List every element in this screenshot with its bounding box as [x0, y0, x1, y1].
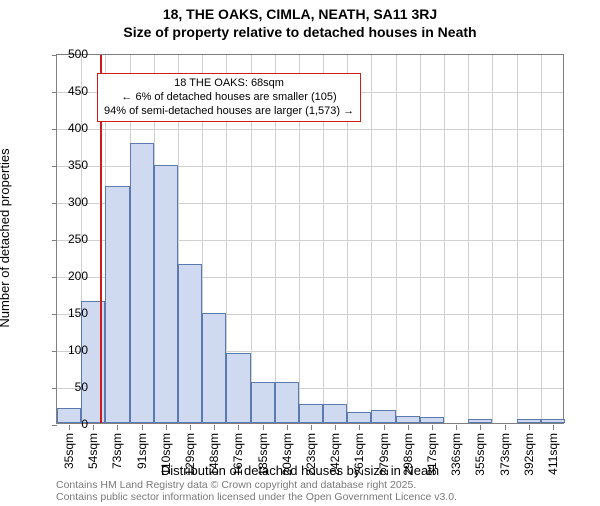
- y-tick-label: 200: [48, 269, 88, 283]
- x-axis-label: Distribution of detached houses by size …: [0, 463, 600, 478]
- annotation-line: ← 6% of detached houses are smaller (105…: [104, 91, 354, 105]
- histogram-bar: [275, 382, 299, 423]
- histogram-bar: [154, 165, 178, 423]
- y-tick-label: 50: [48, 380, 88, 394]
- y-tick-label: 350: [48, 158, 88, 172]
- histogram-bar: [226, 353, 250, 423]
- histogram-bar: [130, 143, 154, 423]
- y-tick-label: 400: [48, 121, 88, 135]
- y-tick-label: 500: [48, 47, 88, 61]
- histogram-bar: [347, 412, 371, 423]
- y-tick-label: 300: [48, 195, 88, 209]
- annotation-line: 18 THE OAKS: 68sqm: [104, 77, 354, 91]
- histogram-bar: [105, 186, 129, 423]
- histogram-bar: [202, 313, 226, 423]
- histogram-bar: [371, 410, 395, 423]
- histogram-bar: [178, 264, 202, 423]
- y-axis-label: Number of detached properties: [0, 148, 12, 327]
- y-tick-label: 0: [48, 417, 88, 431]
- y-tick-label: 450: [48, 84, 88, 98]
- credits-line: Contains public sector information licen…: [56, 491, 457, 504]
- page-subtitle: Size of property relative to detached ho…: [0, 24, 600, 40]
- histogram-bar: [468, 419, 492, 423]
- histogram-bar: [517, 419, 541, 423]
- histogram-bar: [396, 416, 420, 423]
- y-tick-label: 150: [48, 306, 88, 320]
- annotation-line: 94% of semi-detached houses are larger (…: [104, 105, 354, 119]
- y-tick-label: 100: [48, 343, 88, 357]
- histogram-chart: 35sqm54sqm73sqm91sqm110sqm129sqm148sqm16…: [56, 54, 564, 424]
- histogram-bar: [420, 417, 444, 423]
- histogram-bar: [541, 419, 565, 423]
- page-title: 18, THE OAKS, CIMLA, NEATH, SA11 3RJ: [0, 6, 600, 22]
- histogram-bar: [251, 382, 275, 423]
- credits-line: Contains HM Land Registry data © Crown c…: [56, 479, 457, 492]
- histogram-bar: [323, 404, 347, 423]
- y-tick-label: 250: [48, 232, 88, 246]
- annotation-box: 18 THE OAKS: 68sqm← 6% of detached house…: [97, 73, 361, 122]
- credits: Contains HM Land Registry data © Crown c…: [56, 479, 457, 504]
- histogram-bar: [299, 404, 323, 423]
